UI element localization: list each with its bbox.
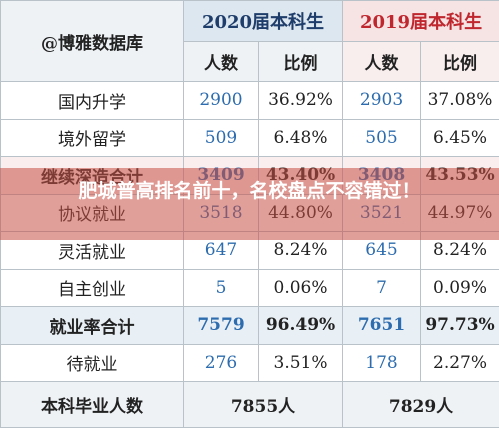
- cell: 2.27%: [420, 343, 499, 383]
- cell: 178: [342, 343, 422, 383]
- total-row: 本科毕业人数 7855人 7829人: [0, 381, 499, 428]
- cell: 自主创业: [0, 268, 184, 308]
- cell: 7855人: [182, 381, 344, 428]
- cell: 2900: [183, 81, 259, 120]
- column-header: 人数: [183, 40, 259, 83]
- table-row: 自主创业 5 0.06% 7 0.09%: [0, 268, 499, 308]
- cell: 2903: [342, 81, 422, 120]
- cell: 就业率合计: [0, 306, 184, 345]
- corner: @博雅数据库: [0, 0, 184, 83]
- cell: 境外留学: [0, 118, 184, 158]
- cell: 3.51%: [257, 343, 344, 383]
- column-header: 比例: [257, 40, 344, 83]
- table-row: 就业率合计 7579 96.49% 7651 97.73%: [0, 306, 499, 345]
- cell: 本科毕业人数: [0, 381, 184, 428]
- column-header: 比例: [420, 40, 499, 83]
- column-header: 人数: [342, 40, 422, 83]
- cell: 5: [183, 268, 259, 308]
- group-header: 2020届本科生: [182, 0, 344, 42]
- cell: 0.06%: [257, 268, 344, 308]
- cell: 待就业: [0, 343, 184, 383]
- header-row: 人数 比例 人数 比例: [1, 40, 499, 83]
- table-row: 待就业 276 3.51% 178 2.27%: [0, 343, 499, 383]
- cell: 国内升学: [0, 81, 184, 120]
- cell: 7: [342, 268, 422, 308]
- cell: 97.73%: [420, 306, 499, 345]
- cell: 36.92%: [257, 81, 344, 120]
- cell: 7829人: [342, 381, 499, 428]
- table-row: 国内升学 2900 36.92% 2903 37.08%: [0, 81, 499, 120]
- cell: 37.08%: [420, 81, 499, 120]
- table-row: 境外留学 509 6.48% 505 6.45%: [0, 118, 499, 158]
- cell: 7579: [183, 306, 259, 345]
- group-header: 2019届本科生: [342, 0, 499, 42]
- cell: 505: [342, 118, 422, 158]
- cell: 6.48%: [257, 118, 344, 158]
- banner: 肥城普高排名前十，名校盘点不容错过！: [0, 168, 499, 240]
- cell: 6.45%: [420, 118, 499, 158]
- cell: 7651: [342, 306, 422, 345]
- cell: 96.49%: [257, 306, 344, 345]
- header-row: @博雅数据库 2020届本科生 2019届本科生: [0, 0, 499, 83]
- cell: 509: [183, 118, 259, 158]
- cell: 276: [183, 343, 259, 383]
- cell: 0.09%: [420, 268, 499, 308]
